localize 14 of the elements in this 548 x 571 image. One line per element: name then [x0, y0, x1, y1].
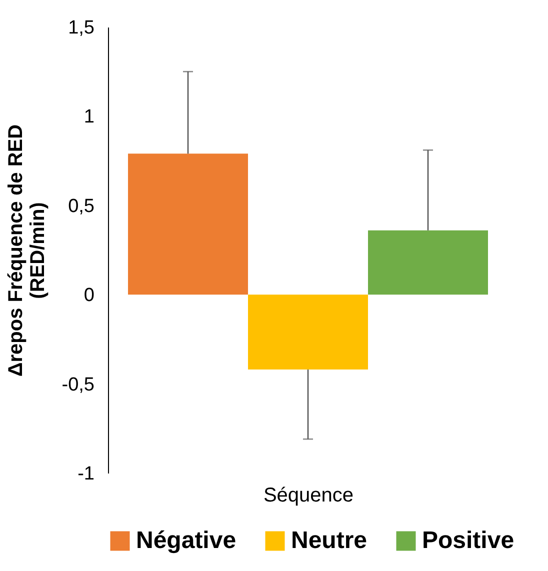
y-tick-label: -1	[78, 464, 94, 484]
y-axis-title: Δrepos Fréquence de RED (RED/min)	[4, 124, 49, 377]
legend-label: Positive	[422, 527, 514, 554]
bar	[248, 294, 368, 370]
bar	[128, 154, 248, 295]
legend-label: Négative	[136, 527, 236, 554]
y-tick-label: 1	[84, 106, 94, 128]
y-tick-label: 0,5	[68, 196, 94, 217]
bar	[368, 230, 488, 295]
y-tick-label: 1,5	[68, 18, 94, 38]
y-tick-label: -0,5	[62, 374, 94, 396]
y-tick-label: 0	[84, 285, 94, 306]
x-axis-title: Séquence	[263, 484, 354, 506]
legend-label: Neutre	[291, 527, 368, 554]
